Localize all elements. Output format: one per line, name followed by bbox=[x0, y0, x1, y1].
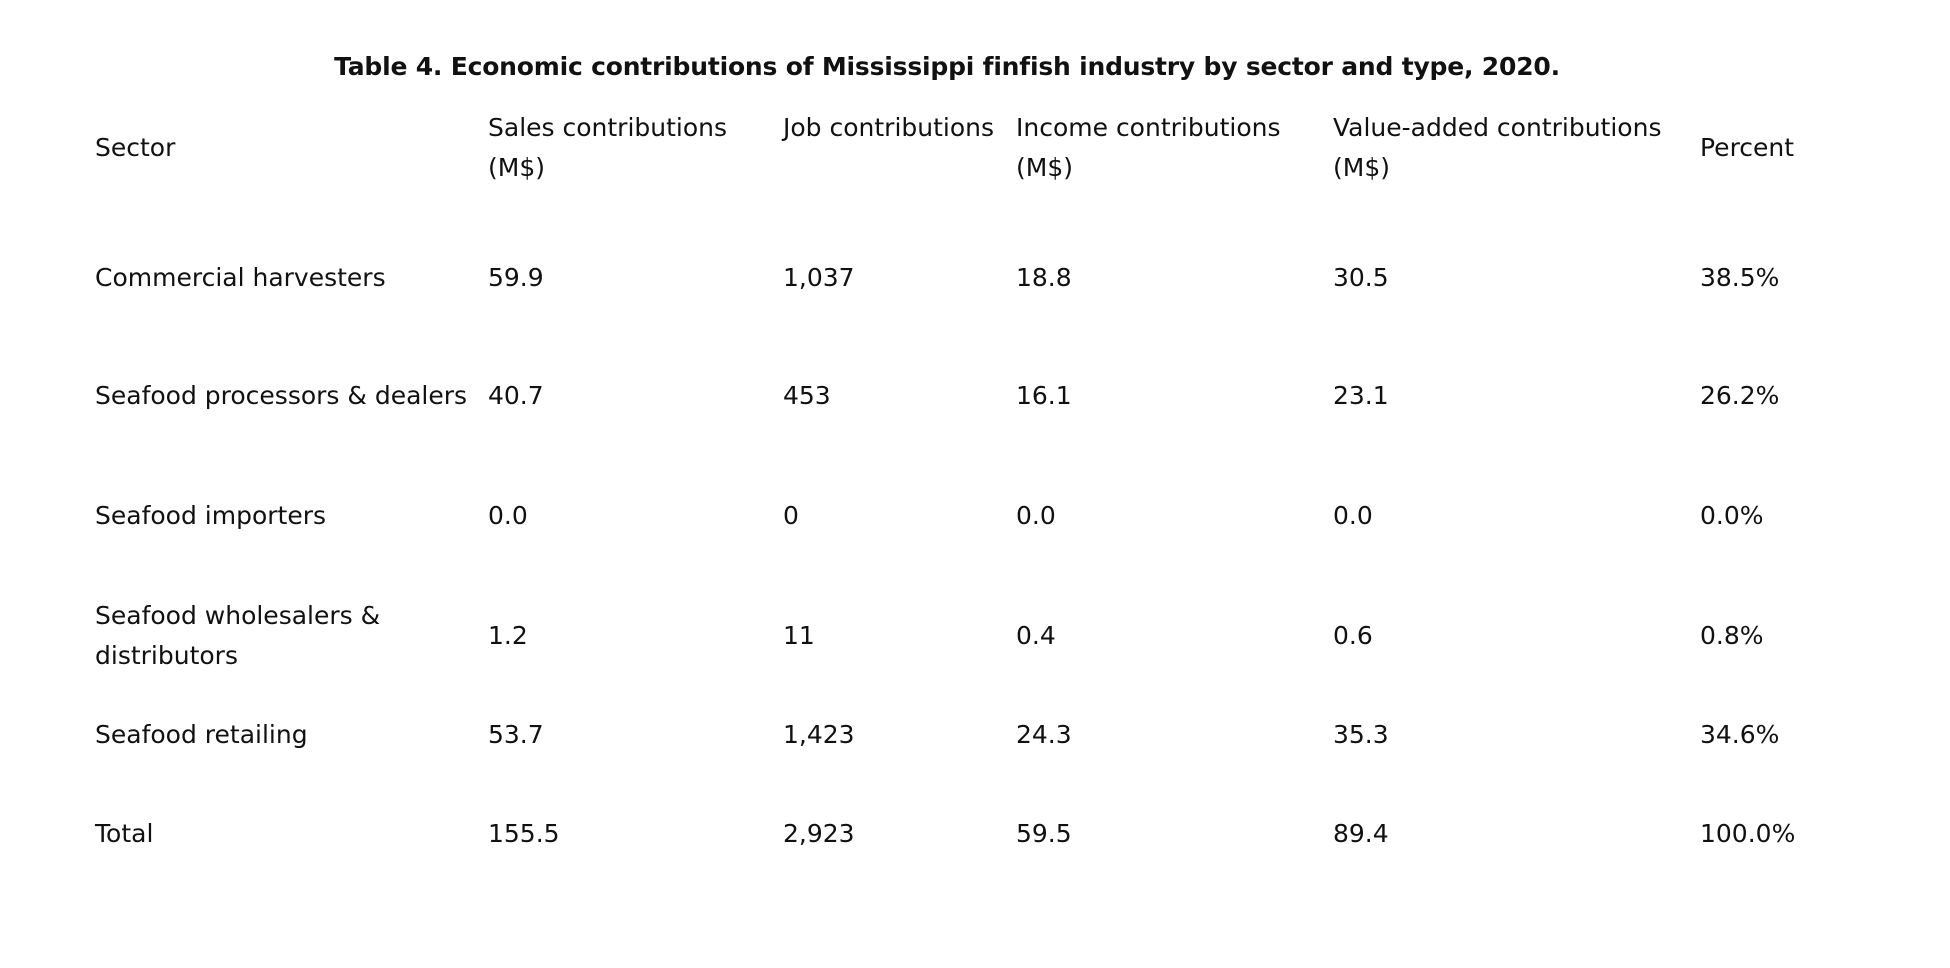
cell-sector: Seafood retailing bbox=[95, 720, 308, 749]
header-value-added-contributions: Value-added contributions (M$) bbox=[1333, 113, 1662, 182]
cell-sector: Seafood processors & dealers bbox=[95, 381, 468, 410]
cell-income: 59.5 bbox=[1016, 819, 1072, 848]
cell-percent: 100.0% bbox=[1700, 819, 1796, 848]
cell-sales: 0.0 bbox=[488, 501, 528, 530]
table-row: Commercial harvesters 59.9 1,037 18.8 30… bbox=[95, 188, 1855, 336]
header-job-contributions: Job contributions bbox=[783, 113, 995, 142]
cell-sector: Commercial harvesters bbox=[95, 262, 386, 292]
table-row: Seafood retailing 53.7 1,423 24.3 35.3 3… bbox=[95, 696, 1855, 774]
table-header-row: Sector Sales contributions (M$) Job cont… bbox=[95, 108, 1855, 188]
cell-value-added: 23.1 bbox=[1333, 381, 1389, 410]
cell-sector: Seafood wholesalers & distributors bbox=[95, 601, 381, 670]
cell-value-added: 0.0 bbox=[1333, 501, 1373, 530]
cell-sales: 53.7 bbox=[488, 720, 544, 749]
cell-sales: 40.7 bbox=[488, 381, 544, 410]
cell-sales: 1.2 bbox=[488, 621, 528, 650]
header-income-contributions: Income contributions (M$) bbox=[1016, 113, 1281, 182]
cell-sector: Seafood importers bbox=[95, 501, 327, 530]
cell-jobs: 1,423 bbox=[783, 720, 855, 749]
cell-sales: 59.9 bbox=[488, 262, 544, 292]
header-sales-contributions: Sales contributions (M$) bbox=[488, 113, 728, 182]
table-row: Seafood wholesalers & distributors 1.2 1… bbox=[95, 576, 1855, 696]
cell-jobs: 453 bbox=[783, 381, 831, 410]
header-percent: Percent bbox=[1700, 133, 1795, 162]
cell-value-added: 30.5 bbox=[1333, 262, 1389, 292]
cell-percent: 26.2% bbox=[1700, 381, 1780, 410]
cell-income: 16.1 bbox=[1016, 381, 1072, 410]
cell-percent: 0.0% bbox=[1700, 501, 1764, 530]
cell-jobs: 2,923 bbox=[783, 819, 855, 848]
cell-percent: 0.8% bbox=[1700, 621, 1764, 650]
table-row: Seafood processors & dealers 40.7 453 16… bbox=[95, 336, 1855, 456]
table-row: Seafood importers 0.0 0 0.0 0.0 0.0% bbox=[95, 456, 1855, 576]
cell-jobs: 1,037 bbox=[783, 262, 855, 292]
cell-income: 18.8 bbox=[1016, 262, 1072, 292]
table-row-total: Total 155.5 2,923 59.5 89.4 100.0% bbox=[95, 774, 1855, 894]
cell-jobs: 11 bbox=[783, 621, 815, 650]
cell-sector: Total bbox=[95, 819, 154, 848]
cell-jobs: 0 bbox=[783, 501, 799, 530]
cell-percent: 38.5% bbox=[1700, 262, 1780, 292]
header-sector: Sector bbox=[95, 133, 176, 162]
cell-value-added: 0.6 bbox=[1333, 621, 1373, 650]
cell-sales: 155.5 bbox=[488, 819, 560, 848]
cell-percent: 34.6% bbox=[1700, 720, 1780, 749]
cell-income: 24.3 bbox=[1016, 720, 1072, 749]
cell-value-added: 35.3 bbox=[1333, 720, 1389, 749]
cell-value-added: 89.4 bbox=[1333, 819, 1389, 848]
economic-contributions-table: Sector Sales contributions (M$) Job cont… bbox=[95, 108, 1855, 894]
cell-income: 0.4 bbox=[1016, 621, 1056, 650]
cell-income: 0.0 bbox=[1016, 501, 1056, 530]
table-caption: Table 4. Economic contributions of Missi… bbox=[334, 52, 1560, 81]
